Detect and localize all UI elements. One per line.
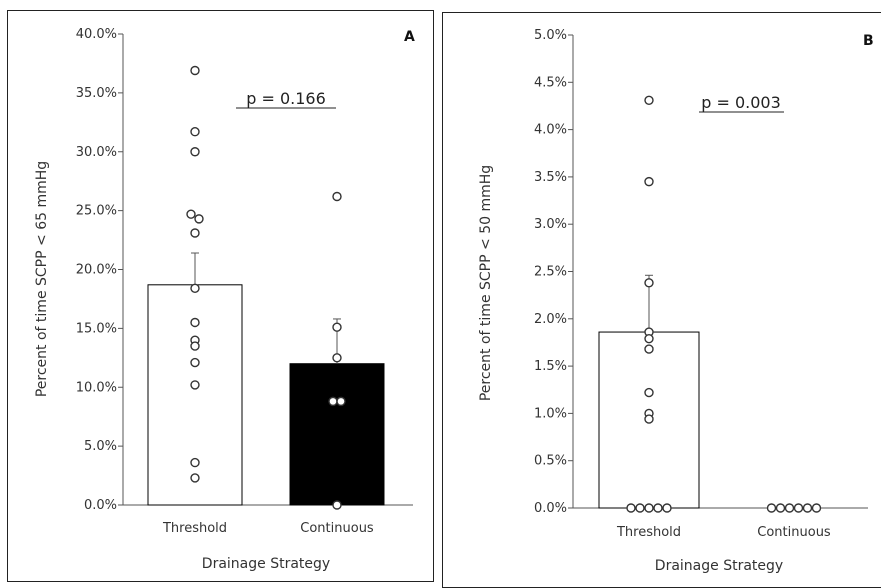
chart-panel-b: B p = 0.003 Percent of time SCPP < 50 mm… — [442, 12, 881, 588]
data-point — [644, 414, 654, 424]
panel-label-a: A — [404, 29, 415, 45]
data-point — [644, 387, 654, 398]
x-axis-label-a: Drainage Strategy — [202, 556, 330, 572]
data-point — [190, 317, 200, 328]
y-tick-label: 2.0% — [534, 312, 567, 327]
y-axis-label-a: Percent of time SCPP < 65 mmHg — [34, 161, 50, 397]
y-tick-label: 4.0% — [534, 123, 567, 138]
p-value-annotation-b: p = 0.003 — [701, 93, 781, 112]
data-point — [644, 176, 654, 187]
y-tick-label: 0.0% — [84, 498, 117, 513]
y-tick-label: 3.5% — [534, 170, 567, 185]
p-value-annotation-a: p = 0.166 — [246, 89, 326, 108]
data-point — [332, 500, 342, 510]
y-tick-label: 4.5% — [534, 75, 567, 90]
data-point — [332, 353, 342, 363]
data-point — [644, 278, 654, 288]
y-tick-label: 20.0% — [76, 263, 117, 278]
y-axis-label-b: Percent of time SCPP < 50 mmHg — [478, 165, 494, 401]
chart-b-svg: B p = 0.003 Percent of time SCPP < 50 mm… — [478, 28, 874, 574]
data-point — [190, 127, 200, 137]
y-tick-label: 1.0% — [534, 406, 567, 421]
data-point — [190, 228, 200, 238]
data-point — [793, 503, 804, 513]
data-point — [190, 380, 200, 390]
bar-continuous — [289, 363, 385, 506]
data-point — [328, 396, 338, 407]
data-point — [775, 503, 786, 513]
data-point — [186, 209, 196, 219]
y-tick-label: 15.0% — [76, 321, 117, 336]
y-tick-label: 3.0% — [534, 217, 567, 232]
data-point — [653, 503, 663, 513]
data-point — [644, 503, 654, 513]
y-tick-label: 0.0% — [534, 501, 567, 516]
x-category-label: Continuous — [300, 521, 374, 536]
data-point — [190, 65, 200, 76]
data-point — [190, 341, 200, 351]
data-point — [811, 503, 822, 513]
y-tick-label: 25.0% — [76, 204, 117, 219]
y-tick-label: 35.0% — [76, 86, 117, 101]
y-tick-label: 10.0% — [76, 380, 117, 395]
data-point — [626, 503, 636, 513]
data-point — [336, 396, 346, 407]
y-tick-label: 1.5% — [534, 359, 567, 374]
data-point — [635, 503, 645, 513]
panel-label-b: B — [863, 33, 874, 49]
chart-panel-a: A p = 0.166 Percent of time SCPP < 65 mm… — [7, 10, 434, 582]
data-point — [644, 344, 654, 354]
data-point — [662, 503, 672, 513]
y-tick-label: 30.0% — [76, 145, 117, 160]
y-tick-label: 40.0% — [76, 27, 117, 42]
data-point — [784, 503, 795, 513]
chart-a-svg: A p = 0.166 Percent of time SCPP < 65 mm… — [34, 27, 415, 572]
data-point — [644, 95, 654, 105]
x-axis-label-b: Drainage Strategy — [655, 558, 783, 574]
data-point — [190, 457, 200, 468]
data-point — [332, 322, 342, 332]
y-tick-label: 5.0% — [534, 28, 567, 43]
x-category-label: Threshold — [616, 525, 681, 540]
data-point — [190, 473, 200, 483]
data-point — [190, 147, 200, 157]
x-category-label: Threshold — [162, 521, 227, 536]
y-tick-label: 0.5% — [534, 454, 567, 469]
y-tick-label: 5.0% — [84, 439, 117, 454]
data-point — [190, 283, 200, 294]
data-point — [194, 214, 204, 224]
data-point — [190, 357, 200, 368]
data-point — [766, 503, 777, 513]
data-point — [332, 191, 342, 202]
data-point — [644, 333, 654, 344]
y-tick-label: 2.5% — [534, 265, 567, 280]
x-category-label: Continuous — [757, 525, 831, 540]
data-point — [802, 503, 813, 513]
